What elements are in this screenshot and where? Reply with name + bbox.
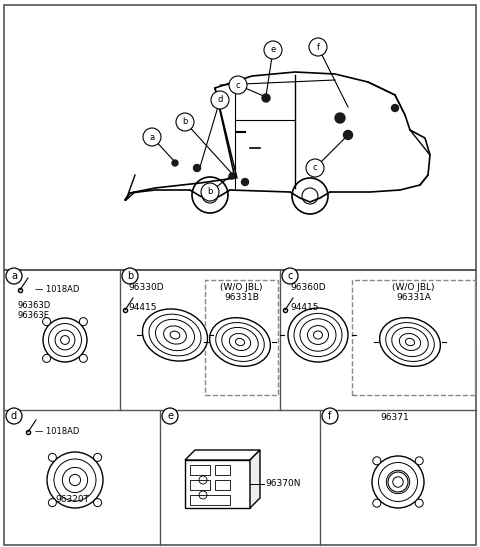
Text: c: c xyxy=(236,80,240,90)
Text: 96363E: 96363E xyxy=(18,311,50,321)
Ellipse shape xyxy=(143,309,207,361)
Text: b: b xyxy=(127,271,133,281)
Circle shape xyxy=(229,76,247,94)
Circle shape xyxy=(43,318,87,362)
Circle shape xyxy=(172,160,178,166)
Text: 96370N: 96370N xyxy=(265,480,300,488)
Circle shape xyxy=(47,452,103,508)
Text: (W/O JBL): (W/O JBL) xyxy=(392,283,435,293)
Text: 94415: 94415 xyxy=(290,304,319,312)
Circle shape xyxy=(162,408,178,424)
Bar xyxy=(185,460,250,508)
Ellipse shape xyxy=(288,308,348,362)
Text: 96363D: 96363D xyxy=(18,300,51,310)
Text: 96331B: 96331B xyxy=(224,294,259,302)
Circle shape xyxy=(211,91,229,109)
Polygon shape xyxy=(250,450,260,508)
Text: 96320T: 96320T xyxy=(55,496,89,504)
Circle shape xyxy=(201,183,219,201)
Bar xyxy=(4,270,476,545)
Circle shape xyxy=(241,178,249,185)
Ellipse shape xyxy=(210,318,270,366)
Circle shape xyxy=(415,499,423,507)
Text: f: f xyxy=(328,411,332,421)
Circle shape xyxy=(264,41,282,59)
Bar xyxy=(215,465,230,475)
Circle shape xyxy=(43,318,50,325)
Bar xyxy=(190,465,210,475)
Circle shape xyxy=(282,268,298,284)
Circle shape xyxy=(48,453,56,461)
Circle shape xyxy=(373,499,381,507)
Text: f: f xyxy=(316,43,320,51)
Polygon shape xyxy=(185,450,260,460)
Text: 96371: 96371 xyxy=(381,412,409,422)
Circle shape xyxy=(176,113,194,131)
Text: 96360D: 96360D xyxy=(290,282,325,292)
Circle shape xyxy=(143,128,161,146)
Text: 96330D: 96330D xyxy=(128,282,164,292)
Circle shape xyxy=(262,94,270,102)
Circle shape xyxy=(372,456,424,508)
Bar xyxy=(215,480,230,490)
Text: c: c xyxy=(288,271,293,281)
Text: b: b xyxy=(182,118,188,126)
Text: a: a xyxy=(11,271,17,281)
Circle shape xyxy=(373,457,381,465)
Text: — 1018AD: — 1018AD xyxy=(35,286,79,294)
Circle shape xyxy=(309,38,327,56)
Circle shape xyxy=(79,318,87,325)
Text: a: a xyxy=(149,132,155,142)
Circle shape xyxy=(48,499,56,507)
Text: (W/O JBL): (W/O JBL) xyxy=(220,283,263,293)
Circle shape xyxy=(392,104,398,112)
Text: b: b xyxy=(207,188,213,196)
Circle shape xyxy=(79,354,87,362)
Text: e: e xyxy=(167,411,173,421)
Text: d: d xyxy=(11,411,17,421)
Circle shape xyxy=(193,165,201,172)
Text: e: e xyxy=(270,45,276,55)
Bar xyxy=(190,480,210,490)
Ellipse shape xyxy=(380,318,440,366)
Bar xyxy=(190,495,230,505)
Text: d: d xyxy=(217,96,223,104)
Circle shape xyxy=(122,268,138,284)
Circle shape xyxy=(6,408,22,424)
Circle shape xyxy=(94,453,102,461)
Circle shape xyxy=(415,457,423,465)
Circle shape xyxy=(322,408,338,424)
Circle shape xyxy=(43,354,50,362)
Text: 94415: 94415 xyxy=(128,304,156,312)
Circle shape xyxy=(306,159,324,177)
Circle shape xyxy=(335,113,345,123)
Circle shape xyxy=(344,131,352,139)
Bar xyxy=(4,5,476,270)
Circle shape xyxy=(229,173,235,179)
Text: 96331A: 96331A xyxy=(396,294,431,302)
Circle shape xyxy=(6,268,22,284)
Text: — 1018AD: — 1018AD xyxy=(35,428,79,437)
Text: c: c xyxy=(312,164,317,172)
Circle shape xyxy=(94,499,102,507)
